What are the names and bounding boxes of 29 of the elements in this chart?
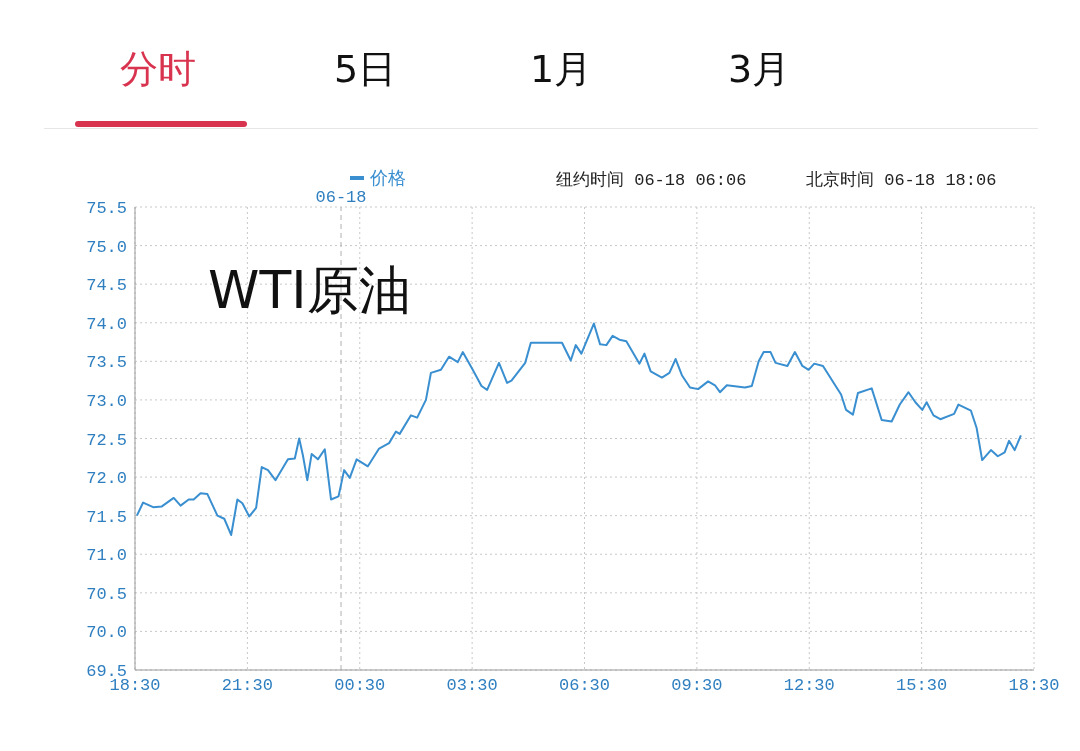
x-tick-label: 09:30	[671, 676, 723, 696]
x-tick-label: 21:30	[221, 676, 273, 696]
x-tick-label: 00:30	[334, 676, 386, 696]
y-tick-label: 72.5	[86, 430, 127, 450]
x-tick-label: 18:30	[1008, 676, 1060, 696]
y-tick-label: 74.5	[86, 276, 127, 296]
text: 3月	[728, 46, 791, 93]
y-tick-label: 74.0	[86, 314, 127, 334]
text: 1月	[530, 46, 593, 93]
x-tick-label: 03:30	[446, 676, 498, 696]
x-tick-label: 12:30	[783, 676, 835, 696]
y-tick-label: 73.5	[86, 353, 127, 373]
text: 北京时间 06-18 18:06	[806, 170, 997, 191]
y-tick-label: 75.5	[86, 199, 127, 219]
text: 分时	[120, 46, 196, 93]
text: WTI原油	[208, 259, 411, 322]
y-tick-label: 75.0	[86, 237, 127, 257]
y-tick-label: 71.5	[86, 507, 127, 527]
y-tick-label: 70.5	[86, 584, 127, 604]
y-tick-label: 70.0	[86, 623, 127, 643]
y-tick-label: 71.0	[86, 546, 127, 566]
ref-line-label: 06-18	[315, 188, 367, 207]
legend-label: 价格	[370, 166, 406, 190]
x-tick-label: 15:30	[896, 676, 948, 696]
text: 纽约时间 06-18 06:06	[556, 170, 747, 191]
x-tick-label: 06:30	[558, 676, 611, 696]
text: 5日	[334, 46, 397, 93]
y-tick-label: 73.0	[86, 391, 127, 411]
y-tick-label: 72.0	[86, 469, 127, 489]
